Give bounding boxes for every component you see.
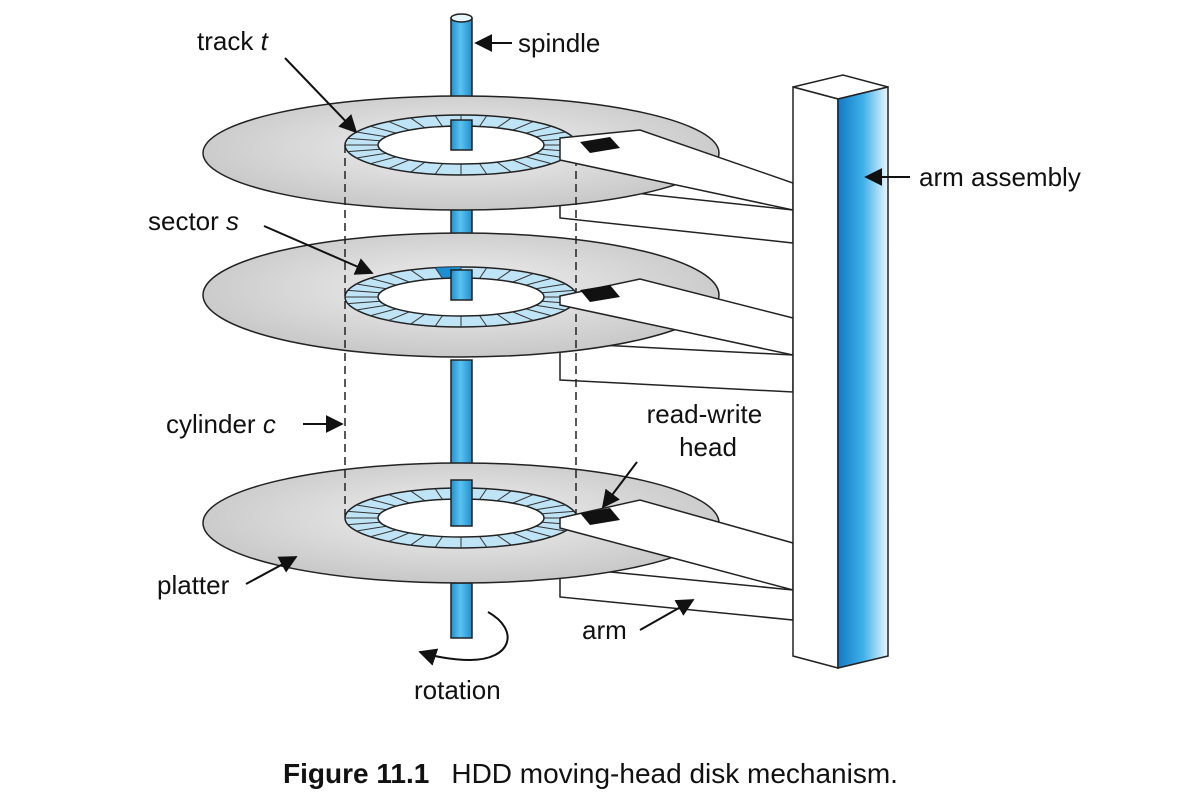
track-sector-divider <box>347 137 381 142</box>
track-sector-divider <box>512 273 534 283</box>
track-sector-divider <box>370 156 397 165</box>
head-middle <box>580 285 620 302</box>
track-sector-divider <box>388 273 410 283</box>
track-sector-divider <box>347 510 381 515</box>
leader-arrows <box>245 34 910 631</box>
track-sector-divider <box>356 152 387 159</box>
track-sector-divider <box>388 532 410 542</box>
read-write-head-label: read-write head <box>647 399 770 462</box>
track-sector-divider <box>541 289 575 294</box>
figure-number: Figure 11.1 <box>283 758 430 789</box>
track-sector-divider <box>434 488 443 500</box>
track-sector-divider <box>512 311 534 321</box>
track-sector-divider <box>410 161 426 173</box>
track-sector-divider <box>434 115 443 127</box>
track-sector-divider <box>479 163 488 175</box>
track-sector-divider <box>512 494 534 504</box>
track-sector-divider <box>479 536 488 548</box>
arm-assembly-label: arm assembly <box>919 162 1081 192</box>
track-sector-divider <box>388 159 410 169</box>
figure-caption-text: HDD moving-head disk mechanism. <box>451 758 898 789</box>
track-sector-divider <box>496 534 512 546</box>
track-sector-divider <box>356 525 387 532</box>
arm-lower-set <box>559 184 794 621</box>
track-sector-divider <box>525 125 552 134</box>
arm-assembly <box>792 74 889 669</box>
track-sector-divider <box>496 490 512 502</box>
track-sector-divider <box>434 315 443 327</box>
track-sector-divider <box>410 313 426 325</box>
track-sector-divider <box>434 267 443 279</box>
head-bottom <box>580 508 620 525</box>
track-sector-divider <box>525 529 552 538</box>
track-sector-divider <box>370 125 397 134</box>
spindle-hubs <box>450 119 473 527</box>
head-arrow <box>601 461 638 509</box>
cylinder-outline <box>344 145 577 517</box>
track-sector-divider <box>410 269 426 281</box>
track-sector-divider <box>479 115 488 127</box>
track-sector-divider <box>434 163 443 175</box>
sector-label: sector s <box>148 206 239 236</box>
track-sector-divider <box>535 525 566 532</box>
track-sector-divider <box>535 283 566 290</box>
track-sector-divider <box>410 534 426 546</box>
track-sector-divider <box>370 277 397 286</box>
track-sector-divider <box>356 304 387 311</box>
track-sector-divider <box>347 300 381 305</box>
track-sector-divider <box>479 315 488 327</box>
track-sector-divider <box>347 521 381 526</box>
track-sector-divider <box>525 156 552 165</box>
rotation-arrow <box>418 611 509 666</box>
track-sector-divider <box>525 308 552 317</box>
arm-label: arm <box>582 615 627 645</box>
cylinder-label: cylinder c <box>166 409 276 439</box>
track-sector-divider <box>525 498 552 507</box>
track-sector-divider <box>434 536 443 548</box>
head-top <box>580 137 620 153</box>
track-sector-divider <box>370 308 397 317</box>
track-sector-divider <box>496 161 512 173</box>
track-sector-divider <box>347 148 381 153</box>
track-sector-divider <box>496 313 512 325</box>
track-sector-divider <box>496 117 512 129</box>
track-sector-divider <box>410 117 426 129</box>
track-sector-divider <box>479 267 488 279</box>
track-sector-divider <box>370 498 397 507</box>
track-sector-divider <box>535 131 566 138</box>
read-write-heads <box>580 137 620 525</box>
rotation-label: rotation <box>414 675 501 705</box>
track-sector-divider <box>541 510 575 515</box>
track-sector-divider <box>496 269 512 281</box>
track-sector-divider <box>388 494 410 504</box>
arm-upper-set <box>559 129 794 591</box>
track-sector-divider <box>525 277 552 286</box>
track-sector-divider <box>410 490 426 502</box>
track-sector-divider <box>388 121 410 131</box>
track-sector-divider <box>512 121 534 131</box>
spindle-label: spindle <box>518 28 600 58</box>
figure-caption: Figure 11.1 HDD moving-head disk mechanis… <box>0 758 1181 790</box>
sector-arrow <box>263 225 374 275</box>
track-arrow <box>284 57 358 134</box>
platter-label: platter <box>157 570 230 600</box>
track-sector-divider <box>356 504 387 511</box>
track-sector-divider <box>479 488 488 500</box>
track-sector-divider <box>356 131 387 138</box>
track-sector-divider <box>512 159 534 169</box>
track-sector-divider <box>370 529 397 538</box>
platter-arrow <box>245 556 298 585</box>
track-sector-divider <box>388 311 410 321</box>
track-sector-divider <box>356 283 387 290</box>
track-sector-divider <box>347 289 381 294</box>
track-label: track t <box>197 26 270 56</box>
track-sector-divider <box>512 532 534 542</box>
track-sector-divider <box>535 504 566 511</box>
track-sector-divider <box>535 304 566 311</box>
arm-arrow <box>639 599 695 631</box>
